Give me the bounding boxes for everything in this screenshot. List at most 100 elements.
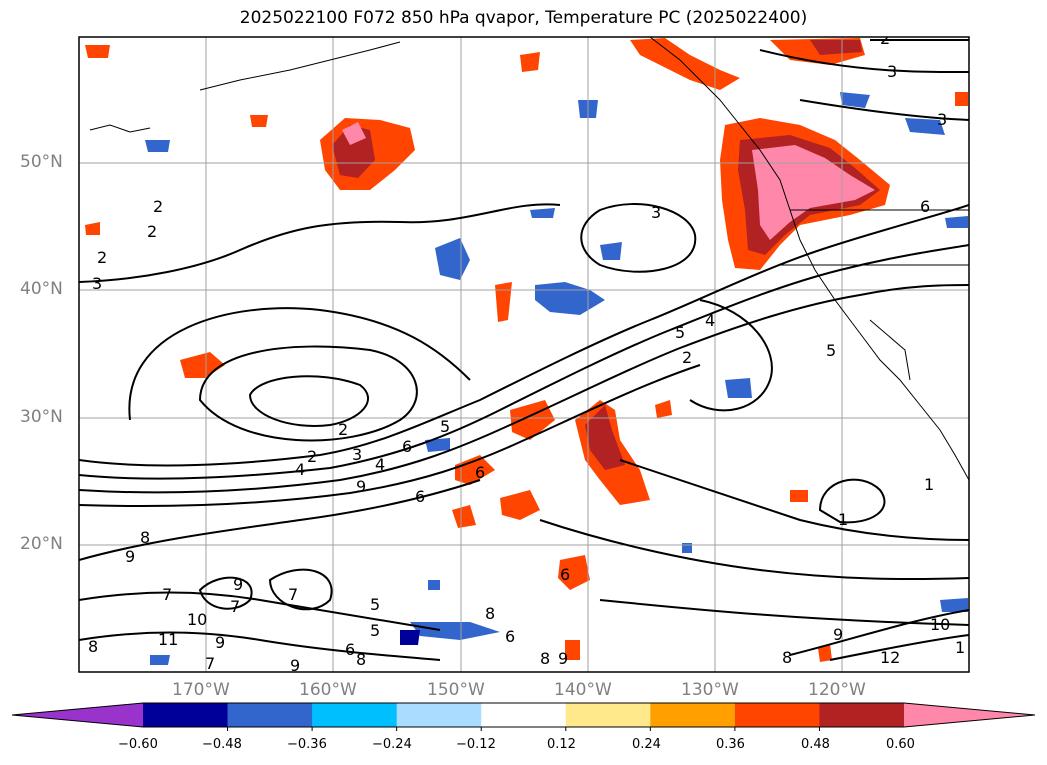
anomaly-patch bbox=[600, 242, 622, 260]
contour-label: 8 bbox=[140, 528, 150, 547]
contour-label: 6 bbox=[415, 487, 425, 506]
contour-label: 3 bbox=[651, 203, 661, 222]
lon-label-120w: 120°W bbox=[808, 680, 866, 700]
contour-label: 8 bbox=[485, 604, 495, 623]
colorbar-bin bbox=[227, 703, 313, 727]
anomaly-patch bbox=[85, 45, 110, 58]
contour-label: 2 bbox=[147, 222, 157, 241]
colorbar-tick: −0.12 bbox=[456, 737, 496, 752]
contour-label: 5 bbox=[826, 341, 836, 360]
colorbar-bin bbox=[565, 703, 651, 727]
anomaly-patch bbox=[530, 208, 555, 218]
anomaly-patch bbox=[150, 655, 170, 665]
colorbar-bin bbox=[396, 703, 482, 727]
contour-label: 4 bbox=[705, 311, 715, 330]
anomaly-patch bbox=[655, 400, 672, 418]
anomaly-patch bbox=[945, 216, 968, 228]
anomaly-patch bbox=[565, 640, 580, 660]
colorbar-tick: −0.48 bbox=[202, 737, 242, 752]
lon-label-130w: 130°W bbox=[681, 680, 739, 700]
anomaly-patch bbox=[558, 555, 590, 590]
contour-label: 6 bbox=[560, 565, 570, 584]
contour-label: 5 bbox=[370, 595, 380, 614]
lon-label-170w: 170°W bbox=[172, 680, 230, 700]
contour-label: 9 bbox=[233, 575, 243, 594]
contour-label: 3 bbox=[887, 62, 897, 81]
contour-label: 9 bbox=[356, 477, 366, 496]
anomaly-patch bbox=[810, 40, 862, 55]
anomaly-patch bbox=[455, 455, 495, 485]
colorbar-bin bbox=[650, 703, 736, 727]
contour-label: 1 bbox=[838, 510, 848, 529]
lon-label-140w: 140°W bbox=[554, 680, 612, 700]
contour-label: 6 bbox=[402, 437, 412, 456]
anomaly-patch bbox=[452, 505, 476, 528]
contour-label: 9 bbox=[215, 633, 225, 652]
colorbar-tick: 0.12 bbox=[547, 737, 576, 752]
anomaly-patch bbox=[520, 52, 540, 72]
contour-label: 3 bbox=[92, 274, 102, 293]
lat-label-40n: 40°N bbox=[20, 279, 63, 299]
contour-label: 8 bbox=[540, 649, 550, 668]
colorbar-outline bbox=[11, 702, 1036, 728]
anomaly-patch bbox=[400, 630, 420, 645]
anomaly-patch bbox=[790, 490, 808, 502]
colorbar-bin bbox=[143, 703, 229, 727]
anomaly-patch bbox=[145, 140, 170, 152]
contour-label: 8 bbox=[88, 637, 98, 656]
contour-label: 2 bbox=[338, 420, 348, 439]
colorbar-tick: −0.60 bbox=[118, 737, 158, 752]
anomaly-patch bbox=[428, 580, 440, 590]
anomaly-patch bbox=[85, 222, 100, 235]
contour-label: 10 bbox=[187, 610, 207, 629]
contour-label: 2 bbox=[682, 348, 692, 367]
contour-label: 10 bbox=[930, 615, 950, 634]
contour-label: 2 bbox=[97, 248, 107, 267]
anomaly-patch bbox=[905, 118, 945, 135]
temperature-contours bbox=[79, 39, 969, 661]
colorbar-bin bbox=[312, 703, 398, 727]
contour-label: 2 bbox=[307, 447, 317, 466]
lon-label-150w: 150°W bbox=[427, 680, 485, 700]
contour-label: 11 bbox=[158, 630, 178, 649]
contour-label: 6 bbox=[345, 640, 355, 659]
colorbar-tick: 0.36 bbox=[716, 737, 745, 752]
anomaly-patch bbox=[500, 490, 540, 520]
colorbar-tick: 0.60 bbox=[886, 737, 915, 752]
anomaly-patch bbox=[342, 122, 366, 145]
anomaly-patch bbox=[725, 378, 752, 398]
anomaly-patch bbox=[250, 115, 268, 127]
anomaly-patch bbox=[425, 438, 450, 452]
anomaly-patch bbox=[585, 405, 625, 470]
contour-label: 1 bbox=[924, 475, 934, 494]
colorbar-bin bbox=[481, 703, 567, 727]
figure-title: 2025022100 F072 850 hPa qvapor, Temperat… bbox=[239, 8, 808, 28]
contour-label: 7 bbox=[288, 585, 298, 604]
contour-label: 1 bbox=[955, 638, 965, 657]
contour-label: 5 bbox=[675, 323, 685, 342]
anomaly-patch bbox=[752, 145, 875, 240]
contour-label: 9 bbox=[558, 649, 568, 668]
contour-label: 4 bbox=[375, 455, 385, 474]
lat-label-20n: 20°N bbox=[20, 534, 63, 554]
contour-label: 7 bbox=[230, 597, 240, 616]
contour-label: 5 bbox=[370, 621, 380, 640]
contour-label: 6 bbox=[475, 463, 485, 482]
colorbar-extend-high bbox=[904, 703, 1035, 727]
anomaly-patch bbox=[955, 92, 968, 106]
contour-label: 4 bbox=[295, 460, 305, 479]
contour-label: 6 bbox=[920, 197, 930, 216]
contour-label: 5 bbox=[440, 417, 450, 436]
contour-label: 2 bbox=[880, 29, 890, 48]
contour-label: 3 bbox=[352, 445, 362, 464]
contour-label: 9 bbox=[833, 625, 843, 644]
anomaly-patch bbox=[630, 38, 740, 90]
colorbar-tick: −0.36 bbox=[287, 737, 327, 752]
contour-label: 2 bbox=[153, 197, 163, 216]
contour-label: 8 bbox=[782, 648, 792, 667]
colorbar-tick: 0.24 bbox=[632, 737, 661, 752]
lon-label-160w: 160°W bbox=[299, 680, 357, 700]
contour-label: 9 bbox=[125, 547, 135, 566]
colorbar-tick: −0.24 bbox=[372, 737, 412, 752]
